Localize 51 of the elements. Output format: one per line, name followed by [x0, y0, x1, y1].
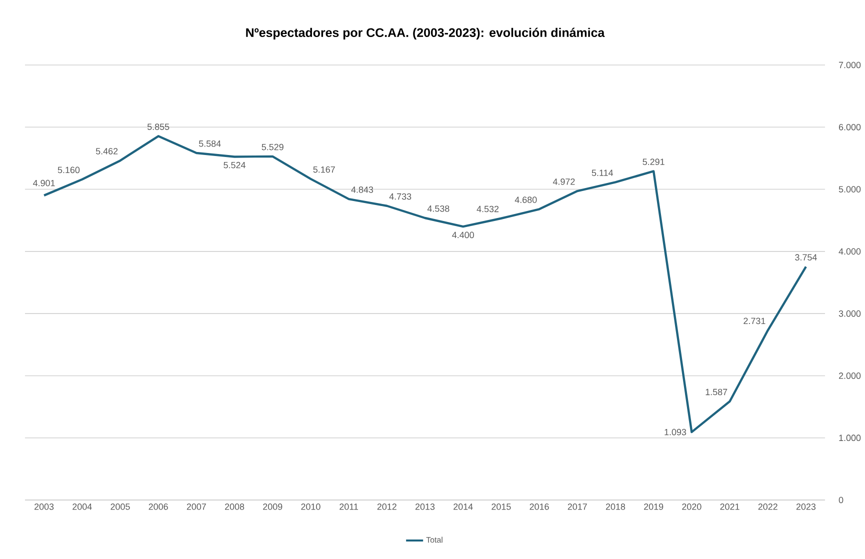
data-label: 4.400	[452, 232, 474, 238]
x-tick-label: 2004	[72, 504, 92, 510]
y-tick-label: 0	[838, 496, 844, 504]
data-label: 4.733	[389, 193, 412, 200]
data-label: 5.855	[147, 124, 170, 130]
x-tick-label: 2023	[796, 504, 816, 510]
data-label: 5.114	[592, 170, 614, 176]
x-tick-label: 2012	[377, 504, 396, 510]
x-tick-label: 2015	[492, 504, 511, 510]
data-label: 4.843	[351, 186, 374, 193]
y-tick-label: 5.000	[838, 186, 861, 192]
x-tick-label: 2022	[758, 504, 778, 510]
data-label: 3.754	[795, 254, 817, 261]
x-tick-label: 2017	[568, 504, 587, 510]
data-label: 2.731	[744, 318, 766, 324]
x-tick-label: 2021	[720, 504, 740, 510]
y-tick-label: 4.000	[838, 248, 861, 255]
y-tick-label: 1.000	[839, 434, 861, 442]
x-tick-label: 2009	[263, 504, 282, 510]
data-label: 1.093	[664, 428, 686, 436]
x-tick-label: 2016	[530, 504, 549, 510]
data-label: 5.167	[313, 166, 335, 173]
data-label: 5.584	[198, 140, 221, 147]
x-tick-label: 2013	[415, 504, 435, 510]
data-label: 5.524	[224, 162, 246, 168]
data-label: 5.160	[58, 166, 80, 174]
x-tick-label: 2011	[340, 504, 358, 510]
x-tick-label: 2007	[186, 504, 206, 510]
x-tick-label: 2019	[644, 504, 664, 510]
data-label: 4.680	[514, 196, 537, 203]
data-label: 1.587	[706, 388, 728, 396]
y-tick-label: 3.000	[838, 310, 861, 317]
data-label: 4.972	[552, 178, 575, 185]
x-tick-label: 2006	[148, 504, 168, 510]
chart-title: Nºespectadores por CC.AA. (2003-2023): evolución dinámica	[246, 28, 605, 40]
data-label: 5.462	[96, 148, 118, 154]
data-label: 4.901	[33, 180, 55, 186]
x-tick-label: 2010	[301, 504, 320, 510]
x-tick-label: 2003	[34, 504, 54, 510]
x-tick-label: 2018	[606, 504, 626, 510]
x-tick-label: 2020	[682, 504, 702, 510]
x-tick-label: 2014	[454, 504, 473, 510]
data-label: 5.291	[642, 158, 664, 166]
data-label: 4.532	[476, 206, 499, 212]
x-tick-label: 2008	[225, 504, 244, 510]
y-tick-label: 2.000	[838, 372, 861, 379]
y-tick-label: 6.000	[838, 124, 861, 130]
data-label: 5.529	[262, 144, 284, 150]
x-tick-label: 2005	[110, 504, 130, 510]
y-tick-label: 7.000	[838, 62, 861, 68]
data-label: 4.538	[427, 205, 450, 212]
